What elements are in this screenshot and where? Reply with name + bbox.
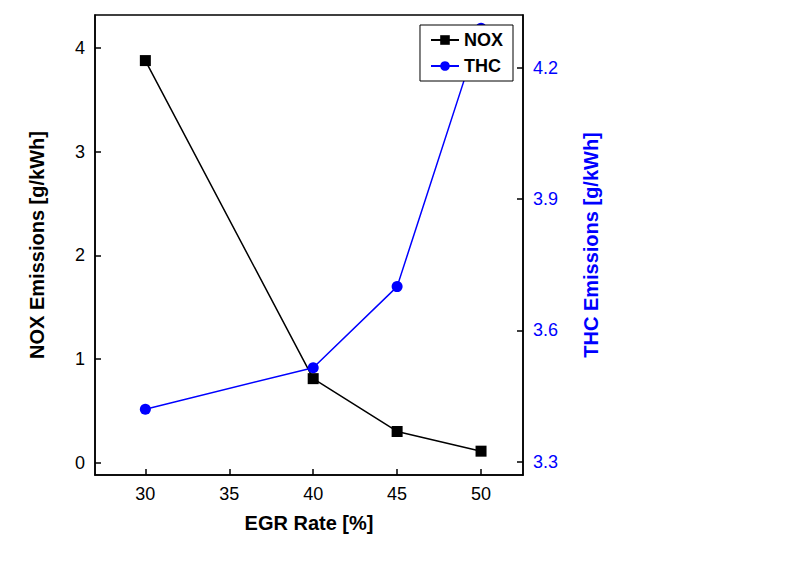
- svg-text:THC: THC: [464, 56, 501, 76]
- svg-text:EGR Rate [%]: EGR Rate [%]: [245, 512, 374, 534]
- svg-text:4.2: 4.2: [533, 58, 558, 78]
- svg-text:2: 2: [75, 245, 85, 265]
- svg-text:50: 50: [471, 484, 491, 504]
- svg-text:3.9: 3.9: [533, 189, 558, 209]
- svg-text:3: 3: [75, 142, 85, 162]
- svg-text:0: 0: [75, 453, 85, 473]
- svg-text:NOX Emissions [g/kWh]: NOX Emissions [g/kWh]: [26, 131, 48, 359]
- svg-text:1: 1: [75, 349, 85, 369]
- svg-text:NOX: NOX: [464, 30, 503, 50]
- svg-text:THC Emissions [g/kWh]: THC Emissions [g/kWh]: [580, 132, 602, 358]
- svg-text:40: 40: [303, 484, 323, 504]
- svg-text:30: 30: [135, 484, 155, 504]
- svg-text:45: 45: [387, 484, 407, 504]
- svg-text:4: 4: [75, 38, 85, 58]
- svg-text:3.3: 3.3: [533, 452, 558, 472]
- svg-text:3.6: 3.6: [533, 320, 558, 340]
- svg-text:35: 35: [219, 484, 239, 504]
